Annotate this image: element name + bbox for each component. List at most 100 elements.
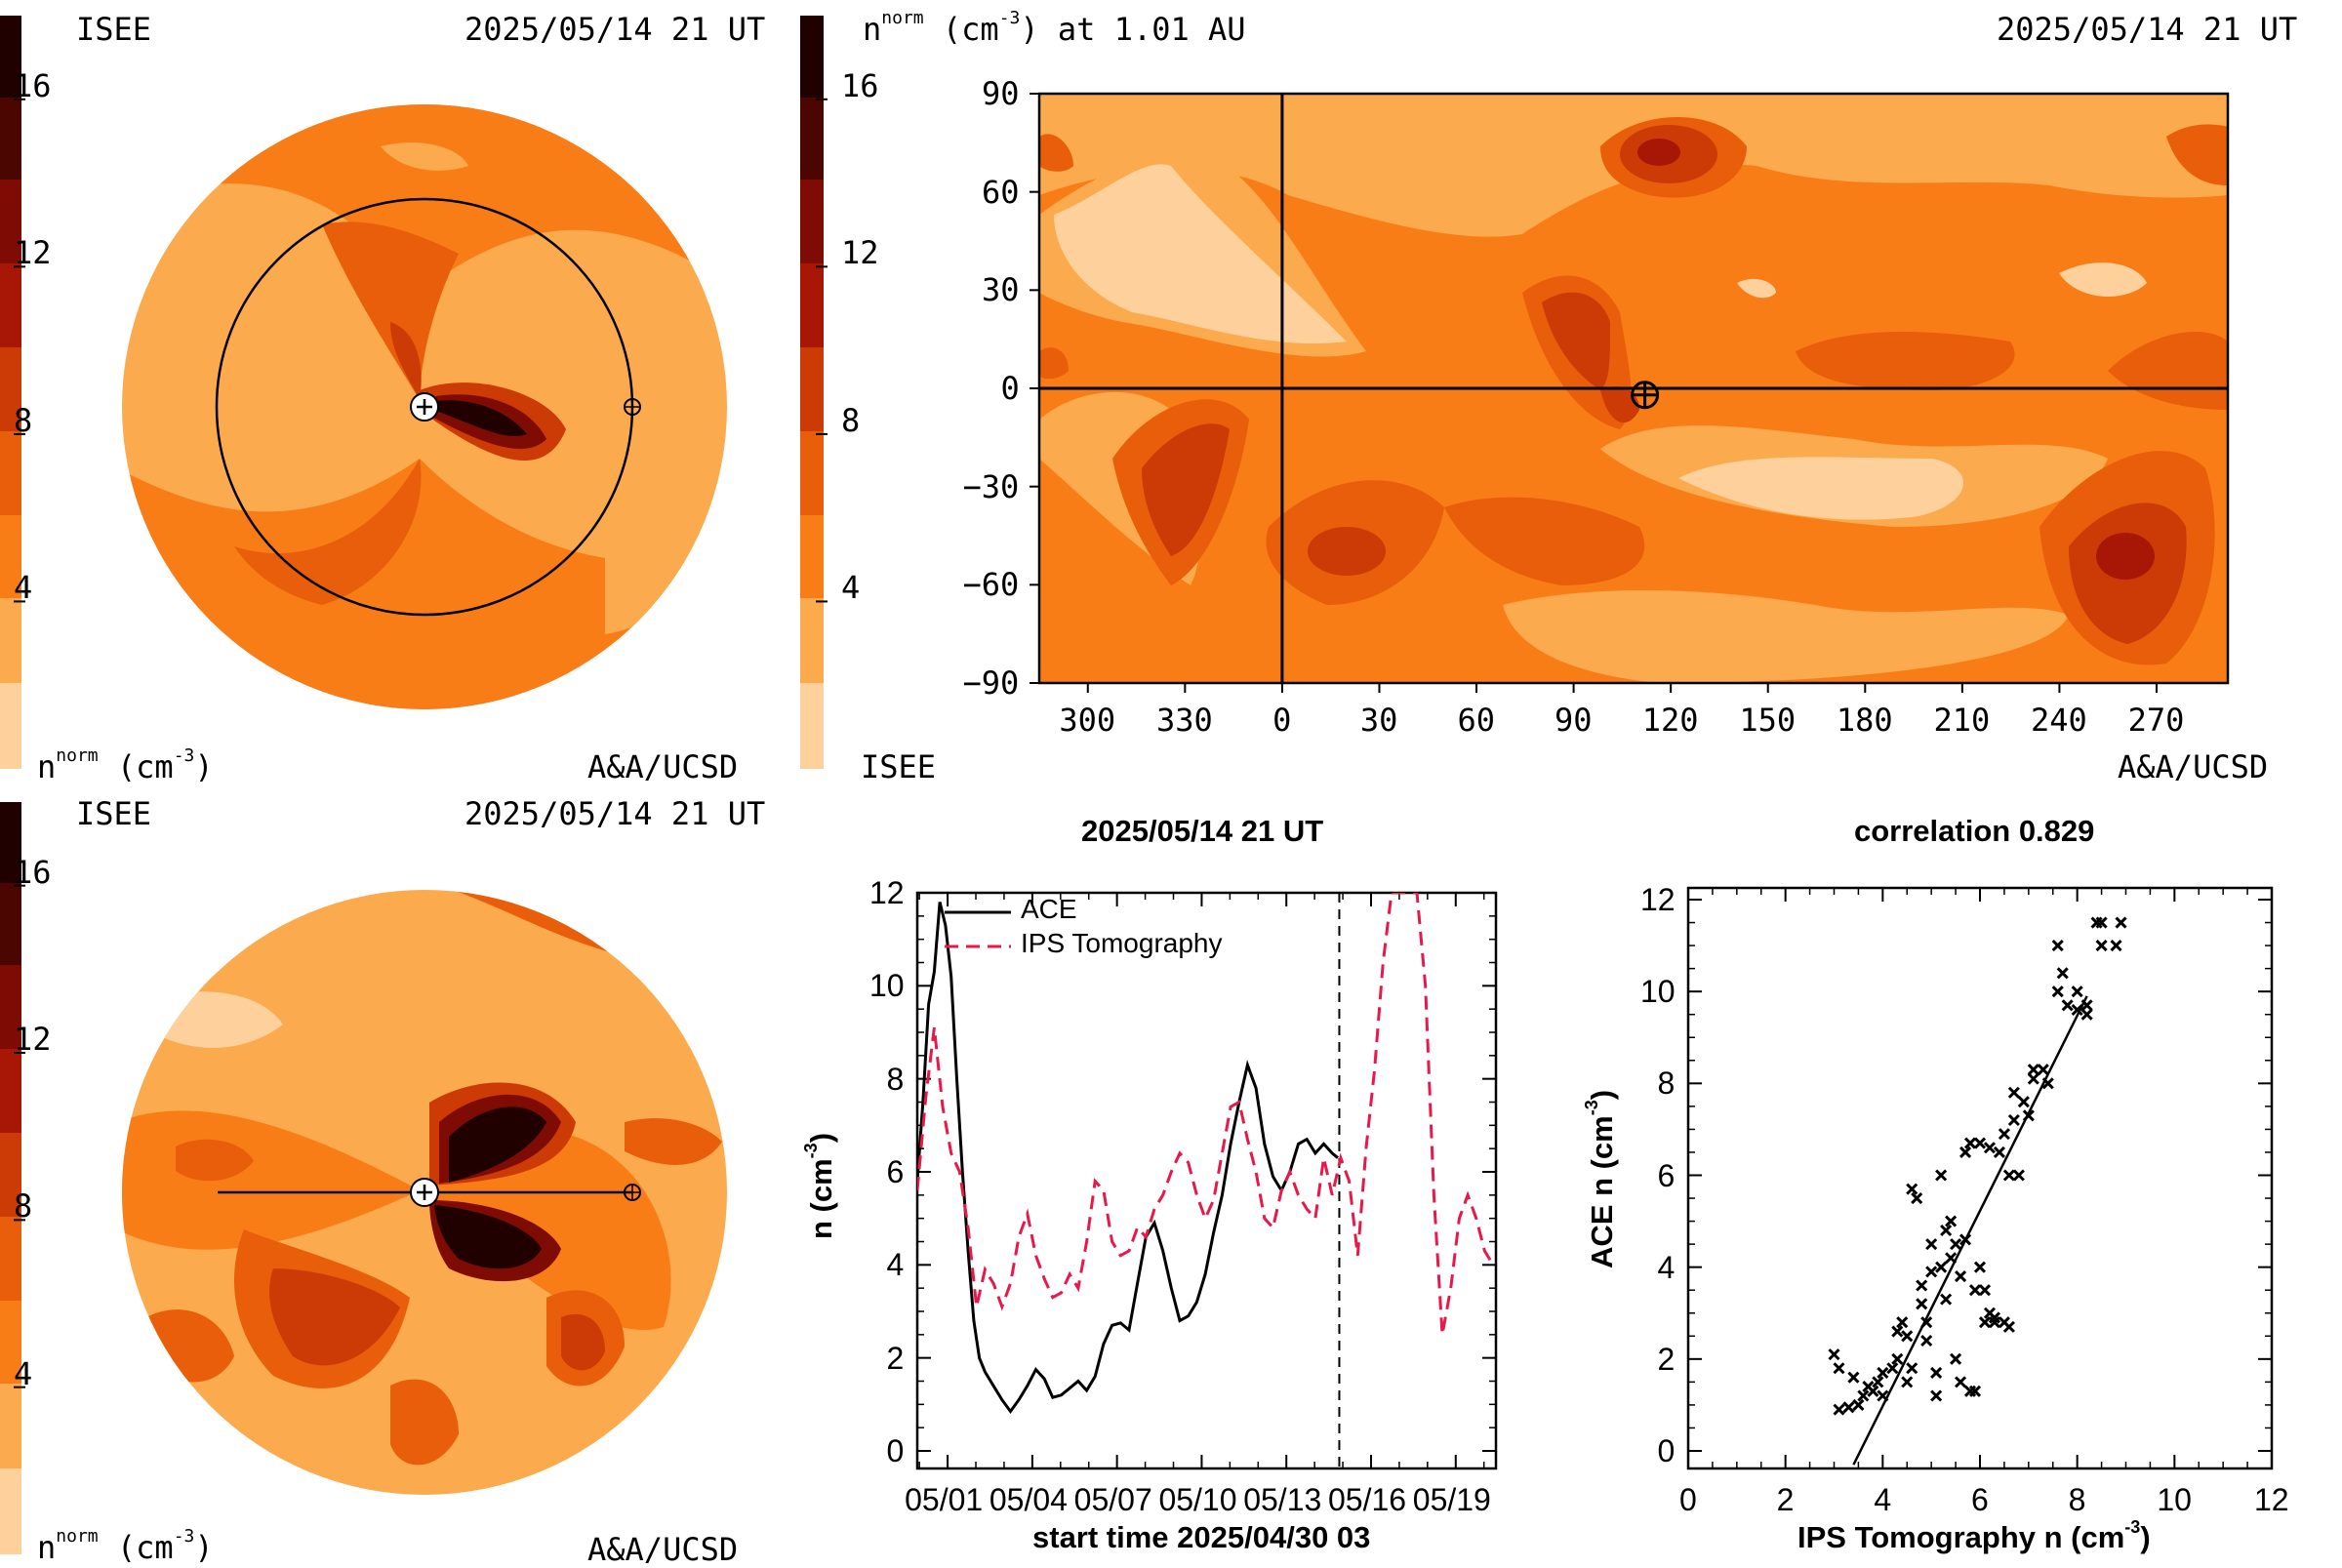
scatter-point <box>1940 1293 1953 1306</box>
scatter-point <box>2007 1113 2020 1127</box>
scatter-point <box>2002 1320 2015 1333</box>
colorbar-tick: 4 <box>14 1354 33 1392</box>
sc-x-tick-label: 0 <box>1679 1482 1697 1517</box>
time-series-lines <box>917 893 1495 1415</box>
scatter-point <box>1891 1325 1904 1338</box>
scatter-point <box>2095 916 2108 929</box>
scatter-point <box>1847 1371 1860 1384</box>
map-y-tick-label: 30 <box>982 271 1020 309</box>
scatter-point <box>1930 1366 1943 1380</box>
colorbar-top-left <box>0 16 21 769</box>
scatter-point <box>1857 1389 1870 1402</box>
scatter-point <box>2017 1096 2030 1108</box>
scatter-point <box>1901 1376 1914 1388</box>
series-line-ips-tomography <box>917 893 1495 1336</box>
polar-plot-top-left <box>122 104 727 709</box>
scatter-point <box>1886 1362 1899 1375</box>
colorbar-tick: 8 <box>14 1187 33 1226</box>
ts-y-tick-label: 6 <box>886 1154 905 1189</box>
map-org: ISEE <box>861 748 937 785</box>
map-y-tick-label: −30 <box>962 467 1020 505</box>
ts-x-tick-label: 05/07 <box>1073 1482 1152 1517</box>
map-y-tick-label: 60 <box>982 173 1020 211</box>
scatter-point <box>2051 940 2064 952</box>
scatter-point <box>2027 1072 2039 1085</box>
ts-x-tick-label: 05/19 <box>1412 1482 1491 1517</box>
scatter-point <box>1935 1261 1948 1273</box>
scatter-point <box>1983 1142 1997 1154</box>
top-left-timestamp: 2025/05/14 21 UT <box>464 11 766 48</box>
sc-x-tick-label: 8 <box>2068 1482 2086 1517</box>
map-title: nnorm (cm-3) at 1.01 AU <box>863 8 1246 48</box>
colorbar-tick: 12 <box>841 234 879 272</box>
scatter-point <box>1940 1224 1953 1237</box>
sc-y-tick-label: 10 <box>1640 974 1676 1010</box>
scatter-point <box>1906 1362 1918 1375</box>
scatter-point <box>2012 1169 2025 1182</box>
scatter-point <box>1906 1183 1918 1195</box>
sc-y-tick-label: 2 <box>1657 1341 1676 1377</box>
scatter-point <box>2071 985 2083 998</box>
map-y-tick-label: 90 <box>982 75 1020 112</box>
map-x-tick-label: 0 <box>1272 702 1292 739</box>
scatter-point <box>1852 1398 1865 1411</box>
legend-entry-ace: ACE <box>1021 894 1077 924</box>
time-series-chart <box>915 891 1498 1470</box>
scatter-point <box>1916 1298 1928 1310</box>
scatter-ylabel: ACE n (cm-3) <box>1582 1089 1619 1268</box>
scatter-axes <box>1687 888 2273 1468</box>
scatter-point <box>1867 1385 1879 1397</box>
scatter-point <box>1988 1316 2001 1329</box>
colorbar-tick: 8 <box>841 401 861 439</box>
scatter-point <box>2002 1169 2015 1182</box>
scatter-point <box>1925 1266 1938 1278</box>
scatter-point <box>1930 1389 1943 1402</box>
bottom-left-org: ISEE <box>76 795 152 832</box>
scatter-point <box>1978 1316 1992 1329</box>
scatter-point <box>1955 1270 1967 1283</box>
map-x-tick-label: 330 <box>1155 702 1213 739</box>
latlon-map <box>1030 92 2230 693</box>
map-x-tick-label: 30 <box>1359 702 1398 739</box>
map-x-tick-label: 180 <box>1836 702 1893 739</box>
scatter-point <box>1950 1238 1962 1251</box>
scatter-point <box>1935 1169 1948 1182</box>
ts-x-tick-label: 05/04 <box>989 1482 1068 1517</box>
ts-y-tick-label: 2 <box>886 1340 905 1376</box>
regression-line <box>1852 995 2088 1466</box>
scatter-point <box>2080 1008 2093 1021</box>
scatter-point <box>1833 1403 1845 1416</box>
map-y-tick-label: −90 <box>962 664 1020 702</box>
sc-x-tick-label: 12 <box>2254 1482 2289 1517</box>
scatter-point <box>1901 1330 1914 1343</box>
ts-y-tick-label: 4 <box>886 1247 905 1283</box>
top-left-org: ISEE <box>76 11 152 48</box>
map-x-tick-label: 90 <box>1555 702 1593 739</box>
ts-x-tick-label: 05/01 <box>905 1482 984 1517</box>
colorbar-tick: 16 <box>841 66 879 104</box>
scatter-point <box>2051 985 2064 998</box>
ts-x-tick-label: 05/13 <box>1243 1482 1322 1517</box>
scatter-point <box>1955 1376 1967 1388</box>
sc-y-tick-label: 12 <box>1640 882 1676 917</box>
sc-x-tick-label: 2 <box>1776 1482 1795 1517</box>
scatter-title: correlation 0.829 <box>1854 814 2095 848</box>
ts-y-tick-label: 8 <box>886 1061 905 1097</box>
scatter-chart <box>1686 886 2274 1470</box>
map-y-tick-label: 0 <box>1000 370 1020 407</box>
scatter-point <box>1877 1366 1889 1380</box>
scatter-point <box>2115 916 2127 929</box>
scatter-point <box>1968 1284 1982 1297</box>
scatter-point <box>2110 940 2122 952</box>
scatter-point <box>1828 1348 1840 1361</box>
scatter-points <box>1828 916 2127 1466</box>
ts-y-tick-label: 0 <box>886 1433 905 1468</box>
scatter-point <box>1891 1352 1904 1365</box>
ts-x-tick-label: 05/10 <box>1158 1482 1237 1517</box>
scatter-point <box>1872 1376 1884 1388</box>
colorbar-bottom-left <box>0 802 21 1554</box>
scatter-point <box>1833 1362 1845 1375</box>
bottom-left-timestamp: 2025/05/14 21 UT <box>464 795 766 832</box>
scatter-point <box>1920 1334 1933 1347</box>
scatter-point <box>1978 1284 1992 1297</box>
